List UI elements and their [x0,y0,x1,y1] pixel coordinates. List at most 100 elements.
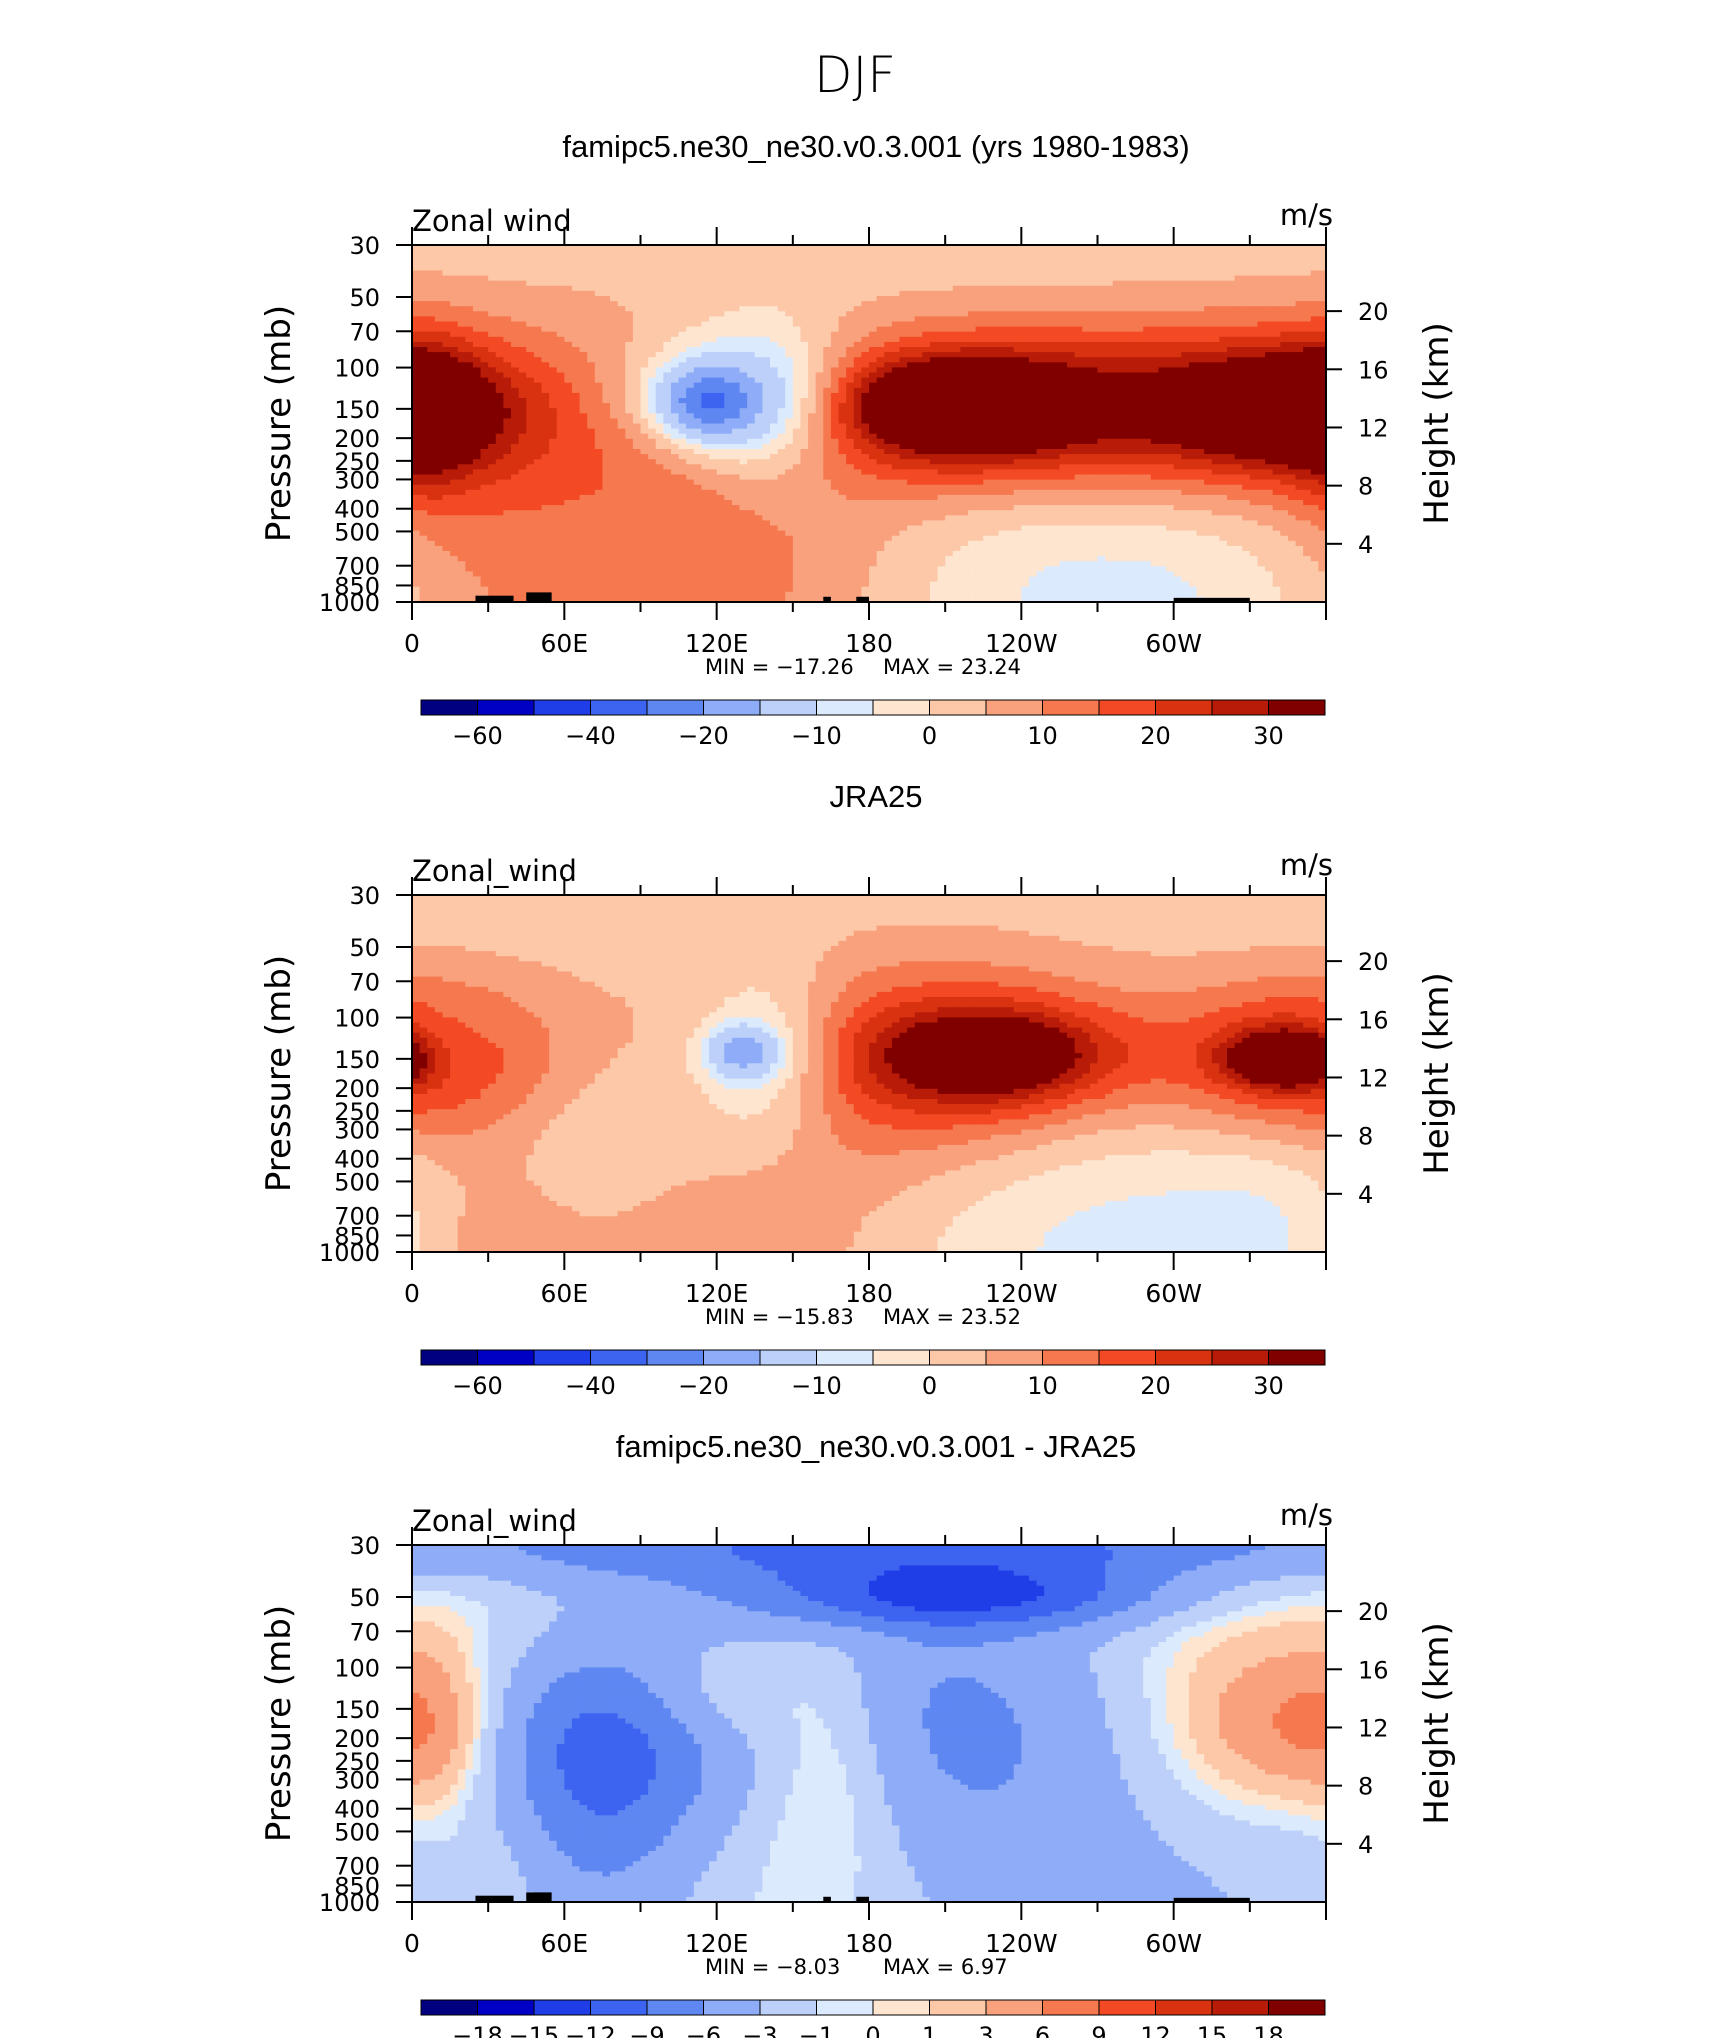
contour-field [412,1545,1326,1902]
topography [526,1892,552,1902]
y-tick-label: 850 [334,1872,380,1900]
y-tick-label: 500 [334,518,380,546]
y-tick-label: 200 [334,1725,380,1753]
max-label: MAX = 23.52 [883,1305,1021,1329]
topography [1173,597,1250,602]
x-tick-label: 180 [845,629,893,658]
y2-axis-label: Height (km) [1417,1622,1457,1825]
y2-tick-label: 12 [1358,414,1389,442]
colorbar-label: 20 [1140,1372,1171,1400]
y-tick-label: 1000 [319,1239,380,1267]
colorbar-label: −3 [742,2022,777,2038]
colorbar-swatch [816,699,874,716]
colorbar-label: −10 [791,1372,842,1400]
y2-tick-label: 4 [1358,1831,1373,1859]
y2-tick-label: 16 [1358,1006,1389,1034]
y2-tick-label: 8 [1358,1773,1373,1801]
colorbar-swatch [703,1349,761,1366]
topography [1173,1897,1250,1902]
colorbar-swatch [477,1999,535,2016]
y2-tick-label: 20 [1358,298,1389,326]
colorbar-swatch [872,699,930,716]
y-tick-label: 1000 [319,589,380,617]
colorbar-swatch [420,699,478,716]
x-tick-label: 60E [541,1279,589,1308]
colorbar-swatch [533,1999,591,2016]
y2-axis-label: Height (km) [1417,972,1457,1175]
y-tick-label: 150 [334,1046,380,1074]
colorbar-swatch [816,1349,874,1366]
y-tick-label: 70 [349,318,380,346]
colorbar-swatch [1268,1349,1326,1366]
colorbar-swatch [1098,699,1156,716]
colorbar-label: −40 [565,722,616,750]
y-tick-label: 300 [334,466,380,494]
y-tick-label: 500 [334,1168,380,1196]
colorbar-swatch [1042,1349,1100,1366]
y-tick-label: 1000 [319,1889,380,1917]
y-axis-label: Pressure (mb) [259,305,299,542]
colorbar-label: 1 [922,2022,937,2038]
colorbar-label: −12 [565,2022,616,2038]
x-tick-label: 60E [541,629,589,658]
y-tick-label: 250 [334,1098,380,1126]
colorbar-label: 0 [865,2022,880,2038]
y2-axis-label: Height (km) [1417,322,1457,525]
colorbar-swatch [929,1999,987,2016]
colorbar-swatch [646,1999,704,2016]
panel-title: famipc5.ne30_ne30.v0.3.001 (yrs 1980-198… [562,129,1189,164]
colorbar-swatch [646,699,704,716]
y-tick-label: 50 [349,934,380,962]
units-label: m/s [1280,1498,1333,1532]
topography [475,595,514,602]
colorbar-swatch [590,699,648,716]
y-tick-label: 100 [334,1655,380,1683]
colorbar-swatch [420,1999,478,2016]
y2-tick-label: 8 [1358,1123,1373,1151]
colorbar-swatch [703,1999,761,2016]
panel-3: famipc5.ne30_ne30.v0.3.001 - JRA25 Zonal_… [259,1429,1457,2038]
x-tick-label: 120W [985,1279,1057,1308]
colorbar-swatch [533,699,591,716]
colorbar-swatch [985,699,1043,716]
colorbar-label: 30 [1253,722,1284,750]
y2-tick-label: 16 [1358,356,1389,384]
y-tick-label: 100 [334,355,380,383]
colorbar-label: −15 [509,2022,560,2038]
y-tick-label: 400 [334,1796,380,1824]
y2-tick-label: 8 [1358,473,1373,501]
y-tick-label: 30 [349,882,380,910]
topography [856,596,869,602]
variable-label: Zonal_wind [412,854,577,888]
colorbar: −60 −40 −20 −10 0 10 20 30 [420,1349,1326,1400]
colorbar-swatch [1211,1999,1269,2016]
y-tick-label: 250 [334,448,380,476]
colorbar-label: 10 [1027,722,1058,750]
x-tick-label: 60W [1145,1279,1202,1308]
colorbar-swatch [590,1999,648,2016]
topography [856,1896,869,1902]
colorbar-label: 30 [1253,1372,1284,1400]
y2-tick-label: 12 [1358,1064,1389,1092]
topography [526,592,552,602]
colorbar-swatch [759,699,817,716]
colorbar-label: 0 [922,722,937,750]
min-label: MIN = −8.03 [705,1955,840,1979]
x-tick-label: 180 [845,1929,893,1958]
y-tick-label: 50 [349,284,380,312]
colorbar-label: 15 [1197,2022,1228,2038]
colorbar-label: −60 [452,1372,503,1400]
colorbar-label: 0 [922,1372,937,1400]
y-tick-label: 250 [334,1748,380,1776]
y2-tick-label: 4 [1358,1181,1373,1209]
colorbar-swatch [703,699,761,716]
y-tick-label: 300 [334,1766,380,1794]
y-tick-label: 500 [334,1818,380,1846]
y-tick-label: 50 [349,1584,380,1612]
colorbar-swatch [1155,1349,1213,1366]
y2-tick-label: 20 [1358,948,1389,976]
y-tick-label: 850 [334,1222,380,1250]
y-tick-label: 400 [334,1146,380,1174]
y-tick-label: 70 [349,968,380,996]
colorbar-swatch [759,1999,817,2016]
